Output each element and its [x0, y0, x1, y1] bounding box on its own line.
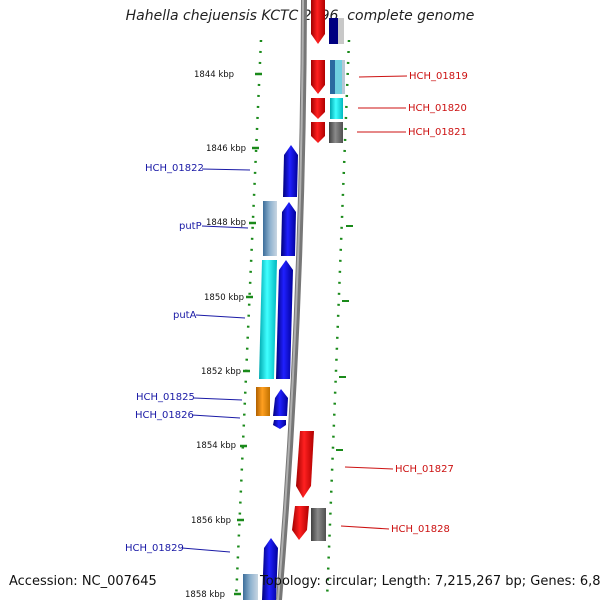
right-gene-labels: HCH_01819 HCH_01820 HCH_01821 HCH_01827 … [391, 71, 468, 535]
cog-feature[interactable] [329, 18, 344, 44]
ruler-major-ticks [234, 72, 262, 596]
cog-feature-hch-01828[interactable] [311, 508, 326, 541]
gene-feature-hch-01825[interactable] [273, 389, 288, 416]
ruler-label: 1850 kbp [204, 293, 244, 303]
outer-minor-ticks [336, 225, 353, 451]
gene-feature-hch-01829[interactable] [262, 538, 278, 600]
gene-feature-hch-01827[interactable] [296, 431, 314, 498]
ruler-label: 1844 kbp [194, 70, 234, 80]
ruler-labels: 1844 kbp 1846 kbp 1848 kbp 1850 kbp 1852… [185, 70, 246, 600]
gene-label[interactable]: putA [173, 310, 197, 321]
cog-feature[interactable] [243, 574, 258, 600]
cog-feature-hch-01819[interactable] [330, 60, 345, 94]
gene-feature-putP[interactable] [281, 202, 296, 256]
ruler-label: 1858 kbp [185, 590, 225, 600]
cog-feature-hch-01825[interactable] [256, 387, 270, 416]
gene-label[interactable]: putP [179, 221, 202, 232]
cog-feature-hch-01821[interactable] [329, 122, 343, 143]
gene-feature-hch-01822[interactable] [283, 145, 298, 197]
gene-label[interactable]: HCH_01828 [391, 524, 450, 535]
map-title: Hahella chejuensis KCTC 2396, complete g… [125, 8, 475, 24]
gene-label[interactable]: HCH_01825 [136, 392, 195, 403]
ruler-label: 1852 kbp [201, 367, 241, 377]
gene-label[interactable]: HCH_01820 [408, 103, 467, 114]
cog-feature-hch-01820[interactable] [330, 98, 343, 119]
gene-feature-hch-01820[interactable] [311, 98, 325, 119]
gene-label[interactable]: HCH_01827 [395, 464, 454, 475]
gene-feature-hch-01821[interactable] [311, 122, 325, 143]
inner-ruler-track [234, 39, 263, 600]
right-label-leaders [340, 75, 408, 530]
left-gene-labels: HCH_01822 putP putA HCH_01825 HCH_01826 … [125, 163, 204, 554]
gene-feature[interactable] [311, 0, 325, 44]
genome-summary-text: Topology: circular; Length: 7,215,267 bp… [260, 574, 600, 589]
gene-label[interactable]: HCH_01829 [125, 543, 184, 554]
gene-label[interactable]: HCH_01821 [408, 127, 467, 138]
gene-label[interactable]: HCH_01822 [145, 163, 204, 174]
gene-label[interactable]: HCH_01826 [135, 410, 194, 421]
ruler-label: 1848 kbp [206, 218, 246, 228]
cog-feature-putP[interactable] [263, 201, 277, 256]
gene-label[interactable]: HCH_01819 [409, 71, 468, 82]
gene-feature-putA[interactable] [276, 260, 293, 379]
gene-feature-hch-01828[interactable] [292, 506, 309, 540]
ruler-label: 1856 kbp [191, 516, 231, 526]
accession-text: Accession: NC_007645 [9, 574, 157, 589]
ruler-label: 1854 kbp [196, 441, 236, 451]
ruler-label: 1846 kbp [206, 144, 246, 154]
gene-feature-hch-01819[interactable] [311, 60, 325, 94]
left-label-leaders [181, 168, 251, 553]
cog-feature-putA[interactable] [259, 260, 277, 379]
gene-feature-hch-01826[interactable] [273, 420, 286, 429]
